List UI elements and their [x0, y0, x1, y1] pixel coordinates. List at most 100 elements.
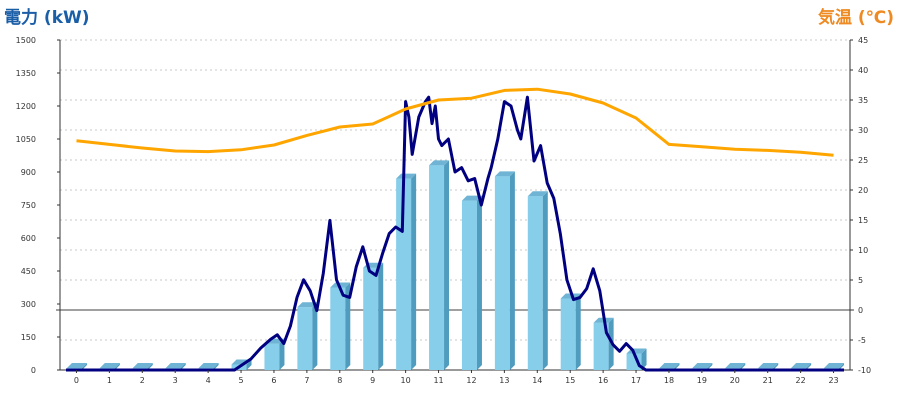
- bar: [527, 191, 548, 370]
- right-tick-label: 40: [858, 66, 868, 75]
- bar: [363, 262, 384, 370]
- right-tick-label: 25: [858, 156, 868, 165]
- bar-front: [593, 322, 609, 370]
- bar-side: [806, 363, 812, 370]
- bar-front: [560, 298, 576, 370]
- x-tick-label: 10: [401, 376, 411, 385]
- x-tick-label: 2: [140, 376, 145, 385]
- bar-top: [560, 293, 581, 299]
- left-tick-label: 1500: [16, 36, 36, 45]
- bar-front: [461, 200, 477, 370]
- x-tick-label: 20: [730, 376, 740, 385]
- x-tick-label: 23: [828, 376, 838, 385]
- bar-top: [791, 363, 812, 368]
- bar-side: [674, 363, 680, 370]
- right-tick-label: 45: [858, 36, 868, 45]
- right-tick-label: 30: [858, 126, 868, 135]
- x-tick-label: 12: [466, 376, 476, 385]
- bar-top: [461, 195, 482, 201]
- bar-top: [494, 171, 515, 177]
- bar-side: [147, 363, 153, 370]
- temperature-line: [76, 87, 834, 157]
- bar: [396, 173, 417, 370]
- bar-side: [246, 359, 252, 370]
- bar-top: [527, 191, 548, 197]
- x-tick-label: 16: [598, 376, 608, 385]
- left-tick-label: 450: [21, 267, 36, 276]
- bar-front: [297, 307, 313, 370]
- bar-side: [509, 171, 515, 370]
- bar-side: [312, 302, 318, 370]
- x-tick-label: 13: [499, 376, 509, 385]
- bar-side: [378, 262, 384, 370]
- x-tick-label: 9: [370, 376, 375, 385]
- bar-front: [264, 343, 280, 370]
- x-tick-label: 3: [173, 376, 178, 385]
- right-tick-label: 35: [858, 96, 868, 105]
- left-tick-label: 1350: [16, 69, 36, 78]
- bar-top: [725, 363, 746, 368]
- bar: [429, 160, 450, 370]
- bar-front: [527, 196, 543, 370]
- left-tick-label: 150: [21, 333, 36, 342]
- left-tick-label: 1200: [16, 102, 36, 111]
- x-tick-label: 18: [664, 376, 674, 385]
- left-tick-label: 0: [31, 366, 36, 375]
- bar: [297, 302, 318, 370]
- x-tick-label: 0: [74, 376, 79, 385]
- bar: [494, 171, 515, 370]
- bar: [593, 317, 614, 370]
- x-tick-label: 8: [337, 376, 342, 385]
- bar-side: [81, 363, 87, 370]
- right-tick-label: -5: [858, 336, 866, 345]
- bar-top: [99, 363, 120, 368]
- bar-top: [165, 363, 186, 368]
- bar-side: [740, 363, 746, 370]
- x-tick-label: 1: [107, 376, 112, 385]
- axes-layer: [59, 40, 851, 371]
- x-tick-label: 14: [532, 376, 542, 385]
- power-line: [66, 95, 844, 372]
- right-tick-label: 0: [858, 306, 863, 315]
- bars-layer: [66, 160, 845, 370]
- bar-front: [363, 267, 379, 370]
- bar-side: [476, 195, 482, 370]
- right-tick-label: 20: [858, 186, 868, 195]
- bar-side: [839, 363, 845, 370]
- left-tick-label: 1050: [16, 135, 36, 144]
- right-axis-title: 気温 (℃): [817, 8, 894, 28]
- bar-front: [429, 165, 445, 370]
- bar-top: [297, 302, 318, 308]
- bar-side: [575, 293, 581, 370]
- x-tick-label: 7: [304, 376, 309, 385]
- bar-side: [180, 363, 186, 370]
- bar-side: [411, 173, 417, 370]
- left-tick-label: 900: [21, 168, 36, 177]
- x-tick-label: 11: [433, 376, 443, 385]
- left-tick-label: 300: [21, 300, 36, 309]
- bar-side: [773, 363, 779, 370]
- left-tick-label: 600: [21, 234, 36, 243]
- x-tick-label: 5: [238, 376, 243, 385]
- bar-side: [114, 363, 120, 370]
- bar: [560, 293, 581, 370]
- right-tick-label: 5: [858, 276, 863, 285]
- lines-layer: [66, 87, 844, 372]
- bar-top: [429, 160, 450, 166]
- bar-front: [330, 287, 346, 370]
- bar-top: [132, 363, 153, 368]
- bar-side: [641, 348, 647, 370]
- bar: [461, 195, 482, 370]
- bar-top: [66, 363, 87, 368]
- bar-side: [279, 338, 285, 370]
- bar-side: [444, 160, 450, 370]
- x-tick-label: 17: [631, 376, 641, 385]
- bar-top: [758, 363, 779, 368]
- bar-top: [692, 363, 713, 368]
- bar-front: [494, 176, 510, 370]
- x-tick-label: 22: [796, 376, 806, 385]
- x-tick-label: 6: [271, 376, 276, 385]
- ticks-layer: 01503004506007509001050120013501500-10-5…: [16, 36, 871, 385]
- bar-top: [659, 363, 680, 368]
